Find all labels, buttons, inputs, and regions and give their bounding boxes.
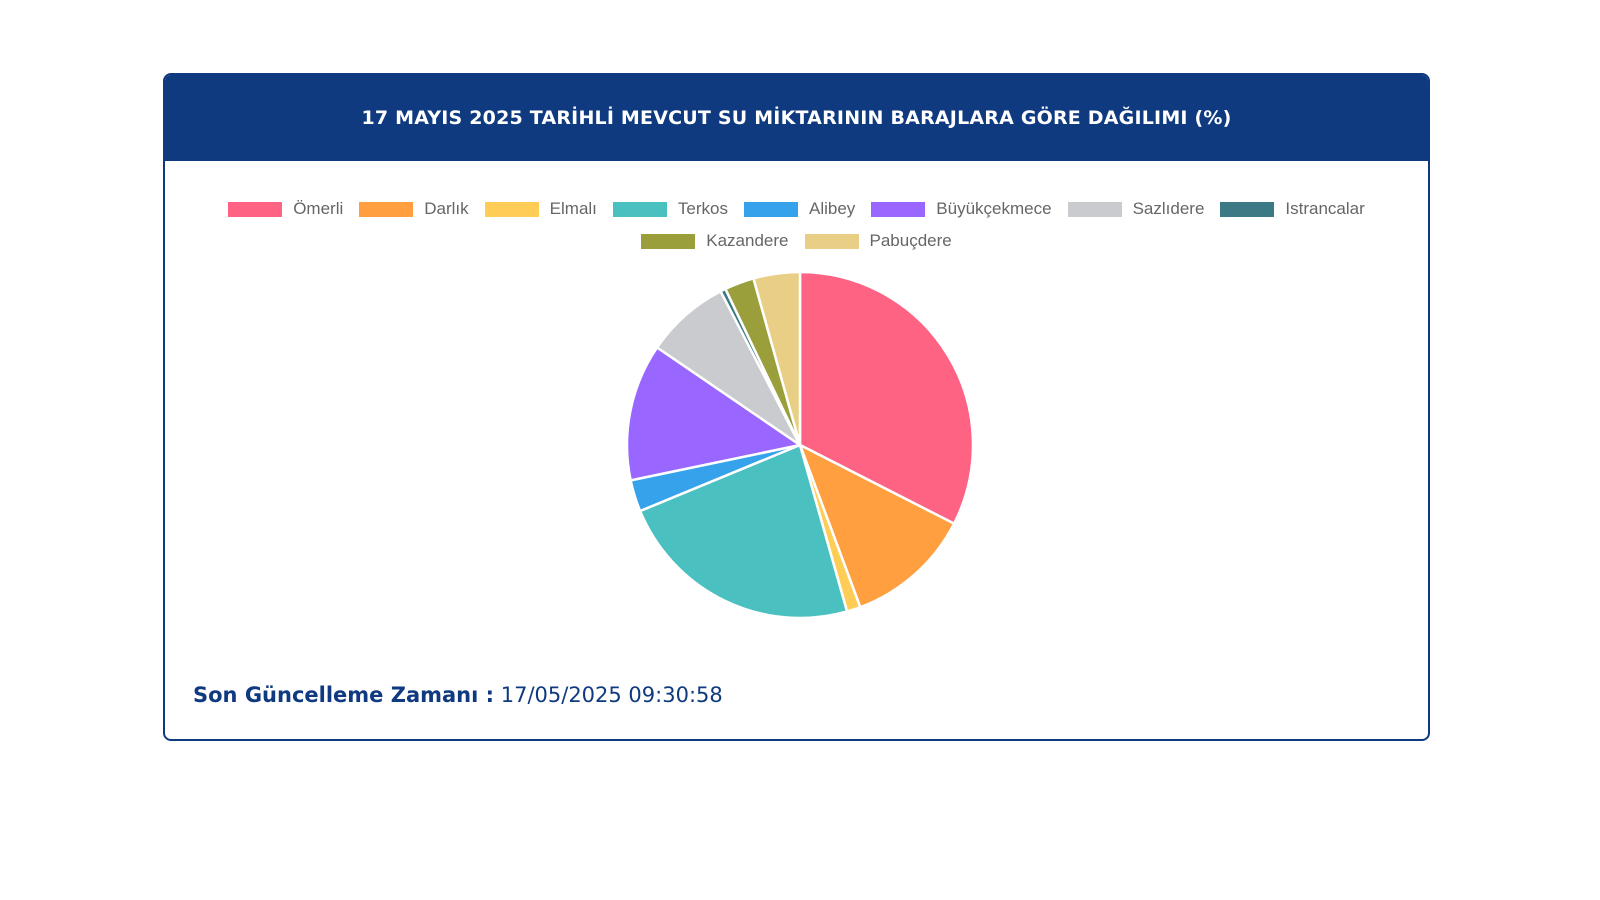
chart-title: 17 MAYIS 2025 TARİHLİ MEVCUT SU MİKTARIN… [361, 107, 1232, 129]
legend-swatch [743, 201, 798, 217]
last-updated-value: 17/05/2025 09:30:58 [500, 683, 723, 707]
legend-item[interactable]: Büyükçekmece [871, 198, 1052, 220]
chart-legend-row-1: Ömerli Darlık Elmalı Terkos Alibey Büyükçekme… [165, 198, 1428, 220]
legend-swatch [612, 201, 667, 217]
legend-swatch [1220, 201, 1275, 217]
pie-slice--merli[interactable] [798, 270, 975, 525]
legend-swatch [871, 201, 926, 217]
legend-label: Alibey [808, 199, 856, 218]
legend-label: Istrancalar [1285, 199, 1365, 218]
legend-item[interactable]: Ömerli [228, 198, 343, 220]
last-updated-label: Son Güncelleme Zamanı : [193, 683, 495, 707]
pie-chart [620, 265, 980, 625]
legend-item[interactable]: Sazlıdere [1067, 198, 1205, 220]
pie-chart-svg [625, 270, 975, 620]
legend-item[interactable]: Elmalı [484, 198, 597, 220]
legend-label: Elmalı [549, 199, 597, 218]
legend-label: Büyükçekmece [936, 199, 1052, 218]
legend-label: Darlık [424, 199, 469, 218]
card-header: 17 MAYIS 2025 TARİHLİ MEVCUT SU MİKTARIN… [165, 75, 1428, 161]
legend-item[interactable]: Alibey [743, 198, 856, 220]
pie-slice-b-y-k-ekmece[interactable] [625, 346, 802, 482]
legend-item[interactable]: Darlık [359, 198, 469, 220]
pie-slice-darl-k[interactable] [798, 443, 956, 609]
legend-item[interactable]: Kazandere [641, 230, 789, 252]
legend-swatch [484, 201, 539, 217]
last-updated: Son Güncelleme Zamanı : 17/05/2025 09:30… [193, 683, 723, 707]
legend-swatch [359, 201, 414, 217]
legend-label: Terkos [677, 199, 728, 218]
legend-label: Sazlıdere [1132, 199, 1205, 218]
legend-item[interactable]: Pabuçdere [804, 230, 952, 252]
legend-label: Kazandere [706, 231, 789, 250]
legend-swatch [641, 233, 696, 249]
legend-swatch [804, 233, 859, 249]
legend-label: Ömerli [293, 199, 344, 218]
legend-label: Pabuçdere [869, 231, 952, 250]
pie-slice-pabu-dere[interactable] [752, 270, 802, 447]
chart-card: 17 MAYIS 2025 TARİHLİ MEVCUT SU MİKTARIN… [163, 73, 1430, 741]
chart-legend-row-2: Kazandere Pabuçdere [165, 230, 1428, 252]
legend-swatch [1067, 201, 1122, 217]
legend-item[interactable]: Terkos [612, 198, 728, 220]
legend-swatch [228, 201, 283, 217]
legend-item[interactable]: Istrancalar [1220, 198, 1365, 220]
pie-slice-terkos[interactable] [638, 443, 849, 620]
